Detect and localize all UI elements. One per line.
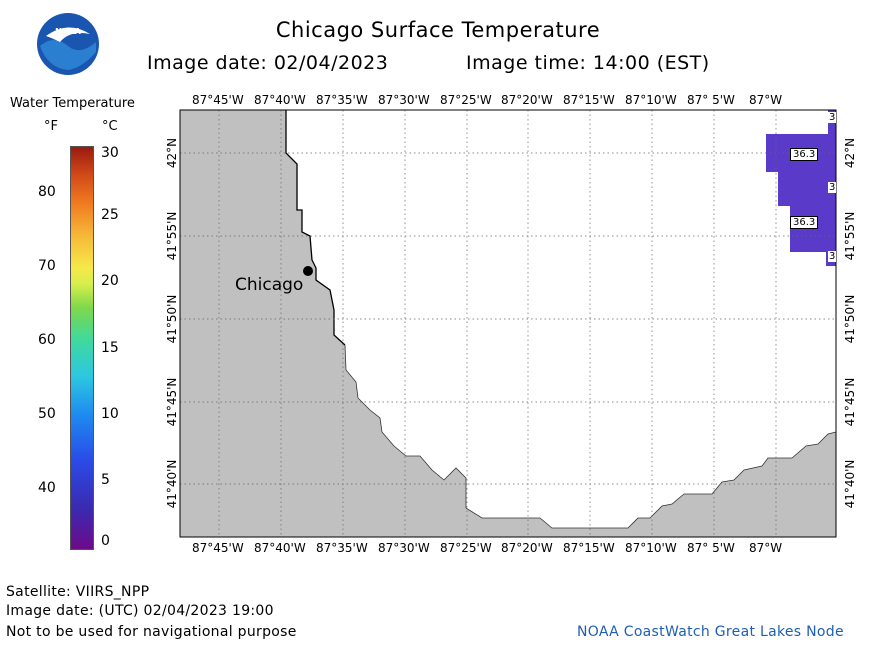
latitude-label-left: 42°N [165, 137, 179, 169]
latitude-label-right: 41°40'N [843, 459, 857, 509]
image-date: Image date: 02/04/2023 [147, 52, 389, 74]
longitude-label-bottom: 87°40'W [254, 541, 306, 555]
latitude-label-left: 41°45'N [165, 377, 179, 427]
legend-f-tick: 60 [38, 332, 56, 348]
warm-water-patch [766, 110, 836, 266]
noaa-logo: NOAA [36, 12, 100, 76]
temp-label: 3 [828, 251, 837, 262]
legend-c-tick: 20 [101, 273, 119, 289]
longitude-label-bottom: 87°20'W [501, 541, 553, 555]
longitude-label-top: 87°45'W [192, 93, 244, 107]
temp-label: 36.3 [790, 216, 819, 229]
svg-text:NOAA: NOAA [55, 27, 81, 36]
satellite-info: Satellite: VIIRS_NPP [6, 584, 150, 600]
credit-link[interactable]: NOAA CoastWatch Great Lakes Node [577, 624, 844, 640]
longitude-label-top: 87°30'W [378, 93, 430, 107]
land-area [180, 110, 836, 537]
temp-label: 3 [828, 112, 837, 123]
nav-warning: Not to be used for navigational purpose [6, 624, 297, 640]
map-title: Chicago Surface Temperature [275, 18, 601, 42]
longitude-label-bottom: 87° 5'W [687, 541, 735, 555]
image-time: Image time: 14:00 (EST) [466, 52, 710, 74]
latitude-label-left: 41°55'N [165, 211, 179, 261]
longitude-label-top: 87°15'W [563, 93, 615, 107]
longitude-label-top: 87°25'W [440, 93, 492, 107]
legend-c-tick: 25 [101, 207, 119, 223]
latitude-label-right: 42°N [843, 137, 857, 169]
longitude-label-bottom: 87°35'W [316, 541, 368, 555]
legend-f-tick: 80 [38, 184, 56, 200]
chicago-marker-icon [303, 266, 313, 276]
legend-c-tick: 10 [101, 406, 119, 422]
legend-f-tick: 40 [38, 480, 56, 496]
legend-f-label: °F [44, 119, 58, 134]
longitude-label-top: 87°10'W [625, 93, 677, 107]
legend-c-tick: 0 [101, 533, 110, 549]
legend-title: Water Temperature [10, 96, 135, 111]
legend-c-tick: 5 [101, 472, 110, 488]
longitude-label-bottom: 87°45'W [192, 541, 244, 555]
longitude-label-top: 87°40'W [254, 93, 306, 107]
utc-date: Image date: (UTC) 02/04/2023 19:00 [6, 603, 274, 619]
map-border [179, 109, 837, 538]
longitude-label-top: 87°35'W [316, 93, 368, 107]
legend-f-tick: 70 [38, 258, 56, 274]
temp-label: 36.3 [790, 148, 819, 161]
longitude-label-bottom: 87°15'W [563, 541, 615, 555]
temp-label: 3 [828, 182, 837, 193]
legend-c-label: °C [102, 119, 118, 134]
city-label: Chicago [235, 275, 304, 295]
longitude-label-bottom: 87°30'W [378, 541, 430, 555]
temperature-color-scale [70, 146, 94, 550]
latitude-label-left: 41°40'N [165, 459, 179, 509]
longitude-label-bottom: 87°25'W [440, 541, 492, 555]
longitude-label-bottom: 87°10'W [625, 541, 677, 555]
legend-c-tick: 30 [101, 145, 119, 161]
shoreline-south [344, 344, 837, 529]
latitude-label-right: 41°45'N [843, 377, 857, 427]
longitude-label-top: 87° 5'W [687, 93, 735, 107]
longitude-label-bottom: 87°W [749, 541, 783, 555]
longitude-label-top: 87°20'W [501, 93, 553, 107]
legend-c-tick: 15 [101, 340, 119, 356]
longitude-label-top: 87°W [749, 93, 783, 107]
latitude-label-left: 41°50'N [165, 294, 179, 344]
legend-f-tick: 50 [38, 406, 56, 422]
latitude-label-right: 41°55'N [843, 211, 857, 261]
latitude-label-right: 41°50'N [843, 294, 857, 344]
shoreline [285, 110, 346, 346]
